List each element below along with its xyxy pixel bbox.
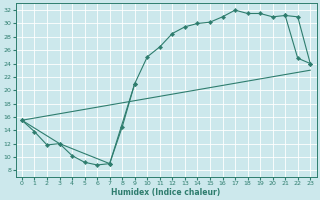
X-axis label: Humidex (Indice chaleur): Humidex (Indice chaleur): [111, 188, 221, 197]
